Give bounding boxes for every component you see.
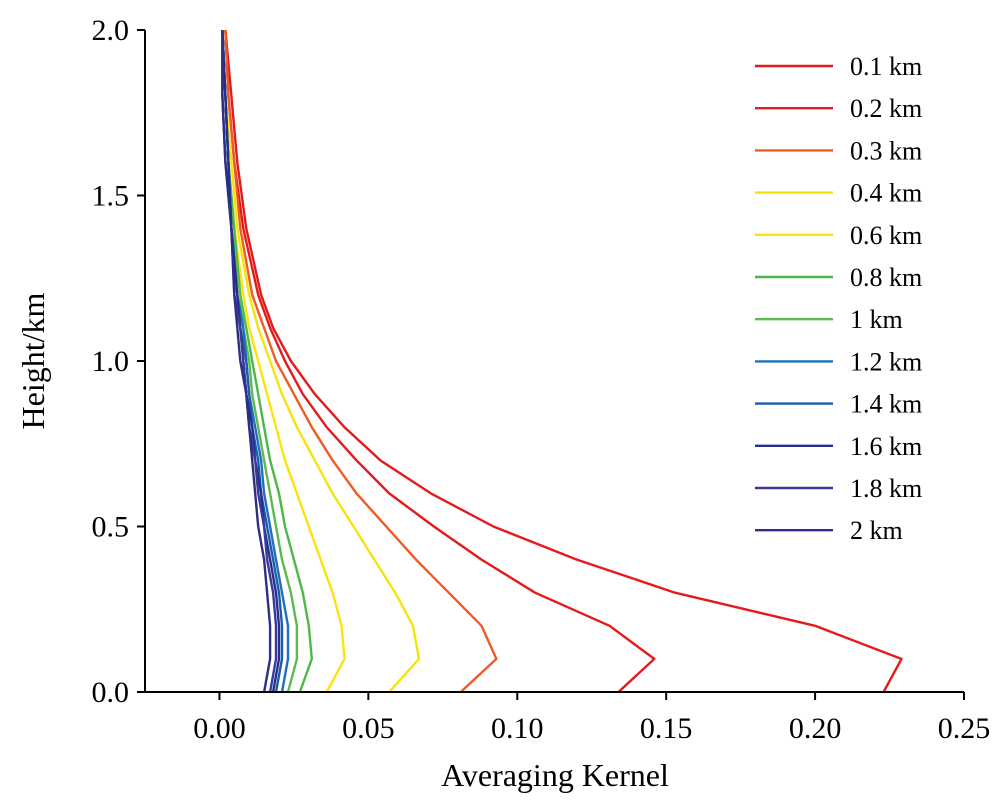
series-line-0-8-km bbox=[221, 29, 313, 693]
legend-label: 0.1 km bbox=[850, 52, 922, 81]
legend-label: 1.8 km bbox=[850, 474, 922, 503]
legend-item: 2 km bbox=[755, 516, 903, 545]
legend-item: 0.3 km bbox=[755, 136, 922, 165]
series-line-0-1-km bbox=[224, 29, 903, 693]
x-tick-label: 0.05 bbox=[342, 712, 395, 745]
legend-item: 0.4 km bbox=[755, 179, 922, 208]
x-tick-label: 0.20 bbox=[789, 712, 842, 745]
legend-item: 1.6 km bbox=[755, 432, 922, 461]
x-tick-label: 0.15 bbox=[640, 712, 693, 745]
legend-label: 0.4 km bbox=[850, 179, 922, 208]
legend-label: 1.4 km bbox=[850, 390, 922, 419]
legend-item: 0.6 km bbox=[755, 221, 922, 250]
legend-item: 0.2 km bbox=[755, 94, 922, 123]
legend-label: 0.8 km bbox=[850, 263, 922, 292]
legend-label: 1 km bbox=[850, 305, 903, 334]
legend: 0.1 km 0.2 km 0.3 km 0.4 km 0.6 km 0.8 km 1 km… bbox=[755, 52, 922, 545]
x-tick-label: 0.00 bbox=[193, 712, 246, 745]
series-line-0-2-km bbox=[224, 29, 656, 693]
legend-label: 0.3 km bbox=[850, 136, 922, 165]
series-line-0-3-km bbox=[224, 29, 498, 693]
y-ticks: 0.0 0.5 1.0 1.5 2.0 bbox=[92, 14, 145, 709]
legend-label: 0.6 km bbox=[850, 221, 922, 250]
legend-item: 1.2 km bbox=[755, 347, 922, 376]
legend-item: 1 km bbox=[755, 305, 903, 334]
x-axis-title: Averaging Kernel bbox=[441, 757, 669, 793]
legend-item: 0.8 km bbox=[755, 263, 922, 292]
y-tick-label: 1.0 bbox=[92, 345, 130, 378]
legend-label: 0.2 km bbox=[850, 94, 922, 123]
y-tick-label: 2.0 bbox=[92, 14, 130, 47]
series-line-0-4-km bbox=[221, 29, 421, 693]
y-axis-title: Height/km bbox=[15, 292, 51, 429]
legend-item: 1.4 km bbox=[755, 390, 922, 419]
legend-label: 1.6 km bbox=[850, 432, 922, 461]
legend-label: 1.2 km bbox=[850, 347, 922, 376]
legend-item: 0.1 km bbox=[755, 52, 922, 81]
y-tick-label: 1.5 bbox=[92, 180, 130, 213]
x-tick-label: 0.25 bbox=[938, 712, 991, 745]
y-tick-label: 0.0 bbox=[92, 676, 130, 709]
x-ticks: 0.00 0.05 0.10 0.15 0.20 0.25 bbox=[193, 692, 990, 745]
legend-item: 1.8 km bbox=[755, 474, 922, 503]
x-tick-label: 0.10 bbox=[491, 712, 544, 745]
series-layer bbox=[221, 29, 903, 693]
legend-label: 2 km bbox=[850, 516, 903, 545]
series-line-2-km bbox=[221, 30, 272, 693]
y-tick-label: 0.5 bbox=[92, 511, 130, 544]
